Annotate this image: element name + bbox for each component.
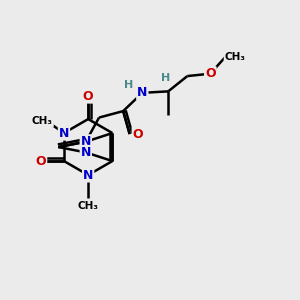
Text: CH₃: CH₃ — [225, 52, 246, 61]
Text: H: H — [161, 73, 170, 83]
Text: N: N — [81, 146, 91, 159]
Text: CH₃: CH₃ — [78, 201, 99, 211]
Text: N: N — [81, 135, 91, 148]
Text: O: O — [133, 128, 143, 141]
Text: O: O — [36, 154, 46, 167]
Text: N: N — [59, 127, 69, 140]
Text: N: N — [83, 169, 93, 182]
Text: N: N — [137, 86, 148, 99]
Text: H: H — [124, 80, 134, 90]
Text: O: O — [83, 90, 94, 103]
Text: CH₃: CH₃ — [32, 116, 53, 126]
Text: O: O — [205, 67, 216, 80]
